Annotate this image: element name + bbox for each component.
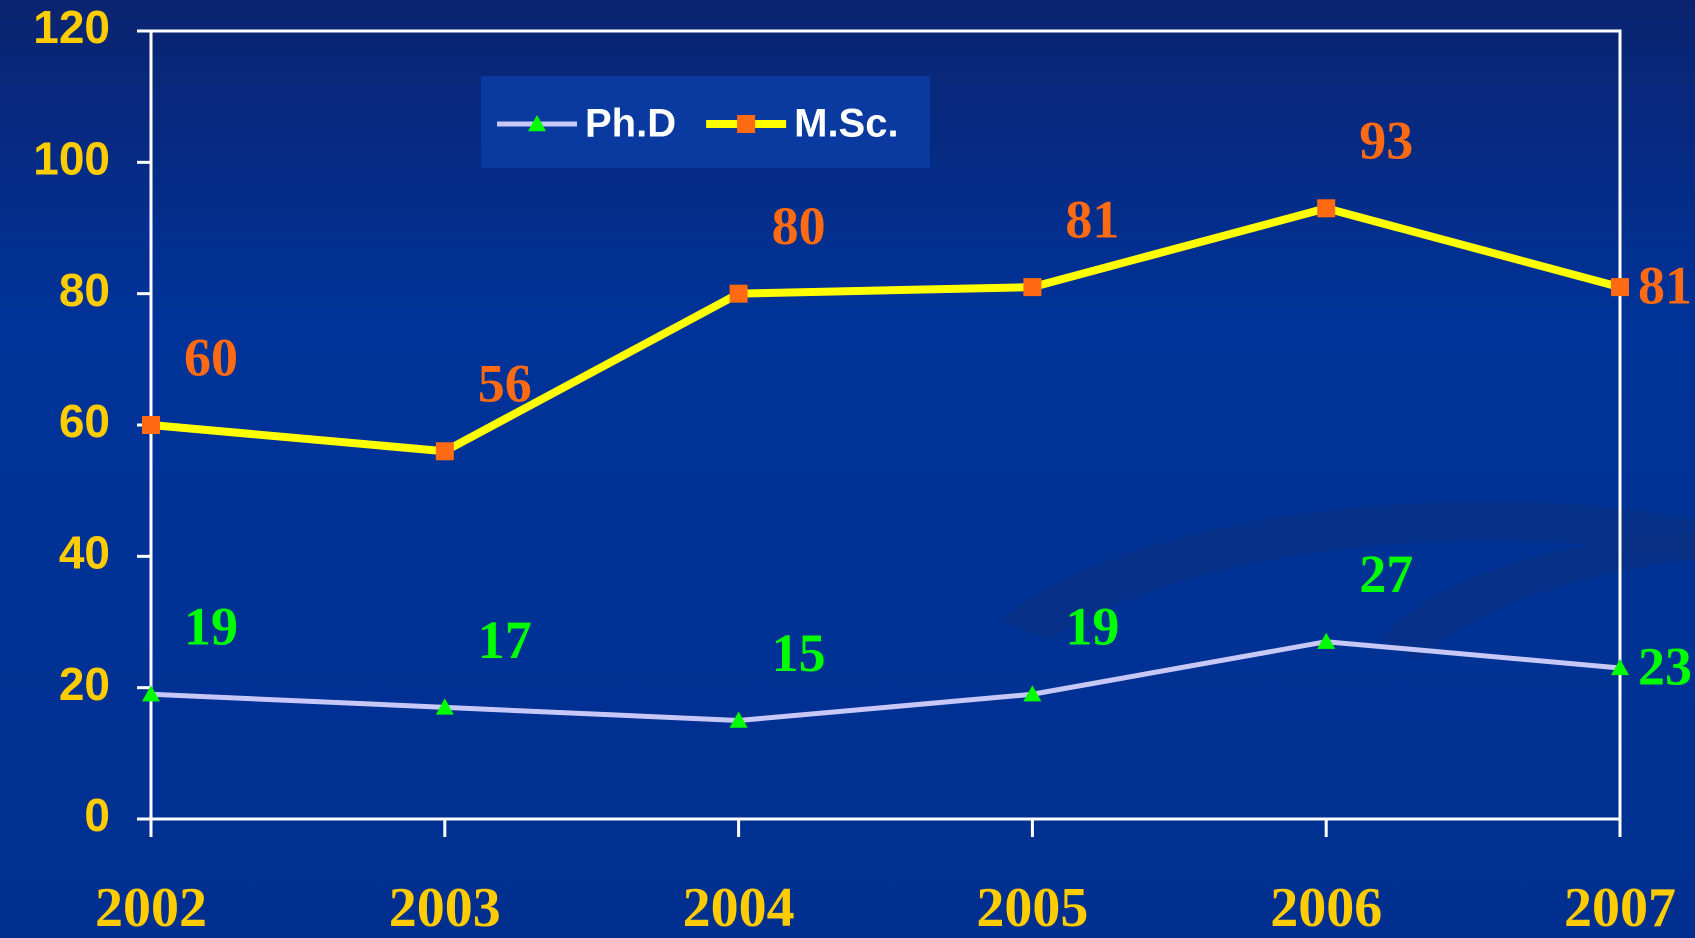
data-label: 15	[772, 623, 826, 683]
data-label: 23	[1638, 636, 1692, 696]
y-tick-label: 100	[33, 132, 110, 184]
data-label: 93	[1359, 111, 1413, 171]
marker	[436, 442, 454, 460]
marker	[737, 115, 755, 133]
data-label: 56	[478, 354, 532, 414]
x-tick-label: 2002	[95, 877, 207, 938]
y-tick-label: 120	[33, 1, 110, 53]
data-label: 60	[184, 327, 238, 387]
legend-label: Ph.D	[585, 102, 676, 146]
data-label: 19	[184, 597, 238, 657]
data-label: 81	[1638, 255, 1692, 315]
y-tick-label: 40	[59, 526, 110, 578]
x-tick-label: 2004	[683, 877, 795, 938]
marker	[1023, 278, 1041, 296]
marker	[1611, 278, 1629, 296]
data-label: 17	[478, 610, 532, 670]
y-tick-label: 20	[59, 658, 110, 710]
data-label: 27	[1359, 544, 1413, 604]
x-tick-label: 2003	[389, 877, 501, 938]
legend-label: M.Sc.	[794, 102, 898, 146]
data-label: 19	[1065, 597, 1119, 657]
marker	[142, 416, 160, 434]
page: {"chart_data": {"type": "line", "categor…	[0, 0, 1695, 938]
y-tick-label: 60	[59, 395, 110, 447]
marker	[1317, 199, 1335, 217]
marker	[730, 285, 748, 303]
x-tick-label: 2007	[1564, 877, 1676, 938]
x-tick-label: 2006	[1270, 877, 1382, 938]
data-label: 80	[772, 196, 826, 256]
data-label: 81	[1065, 189, 1119, 249]
y-tick-label: 80	[59, 264, 110, 316]
x-tick-label: 2005	[976, 877, 1088, 938]
y-tick-label: 0	[84, 789, 110, 841]
chart: 0 20 40 60 80 100 120 2002 2003 2004 2005 2006 2007 1…	[0, 0, 1695, 938]
